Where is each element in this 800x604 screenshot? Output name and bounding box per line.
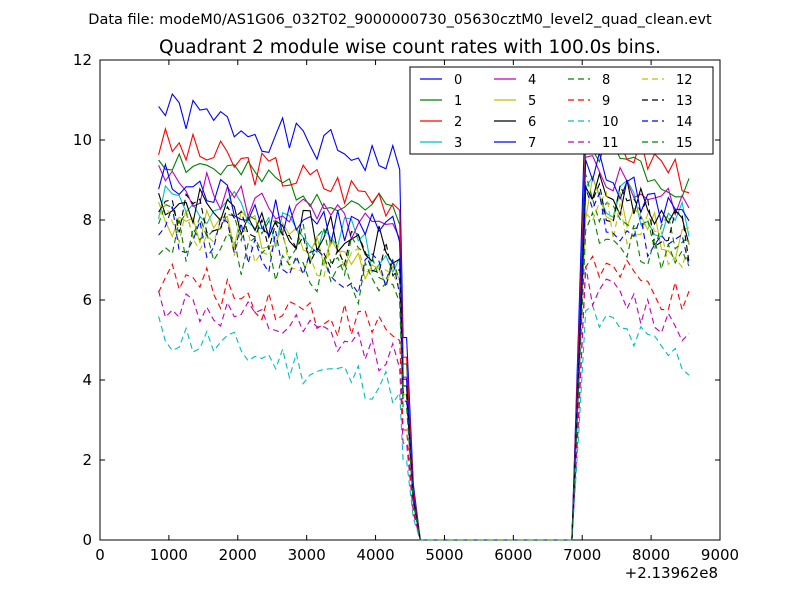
y-tick-label: 4 [82, 371, 92, 389]
series-line-15 [158, 210, 690, 541]
y-tick-label: 12 [73, 51, 92, 69]
x-offset-label: +2.13962e8 [625, 564, 718, 582]
legend-label-10: 10 [602, 115, 619, 130]
y-tick-label: 10 [73, 131, 92, 149]
legend-label-6: 6 [528, 115, 536, 130]
chart-title: Quadrant 2 module wise count rates with … [159, 37, 661, 58]
x-tick-label: 2000 [219, 546, 257, 564]
legend-label-11: 11 [602, 136, 619, 151]
legend-label-8: 8 [602, 73, 610, 88]
x-tick-label: 1000 [150, 546, 188, 564]
series-line-11 [158, 265, 690, 541]
legend-label-0: 0 [454, 73, 462, 88]
legend-label-3: 3 [454, 136, 462, 151]
x-tick-label: 7000 [563, 546, 601, 564]
x-tick-label: 0 [95, 546, 105, 564]
x-tick-label: 8000 [632, 546, 670, 564]
x-tick-label: 5000 [425, 546, 463, 564]
legend-label-1: 1 [454, 94, 462, 109]
series-line-9 [158, 255, 690, 541]
series-line-13 [158, 182, 690, 541]
legend-label-5: 5 [528, 94, 536, 109]
legend-box [409, 66, 714, 155]
legend-label-14: 14 [676, 115, 693, 130]
legend-label-9: 9 [602, 94, 610, 109]
legend-label-15: 15 [676, 136, 693, 151]
x-tick-label: 6000 [494, 546, 532, 564]
x-tick-label: 9000 [701, 546, 739, 564]
y-tick-label: 2 [82, 451, 92, 469]
y-tick-label: 0 [82, 531, 92, 549]
y-tick-label: 6 [82, 291, 92, 309]
legend-label-7: 7 [528, 136, 536, 151]
data-file-subtitle: Data file: modeM0/AS1G06_032T02_90000007… [88, 12, 712, 28]
x-tick-label: 4000 [356, 546, 394, 564]
legend-label-4: 4 [528, 73, 536, 88]
legend-label-12: 12 [676, 73, 693, 88]
ticks-layer: 0 1000 2000 3000 4000 5000 6000 7000 8000 9000 0 2 4… [73, 51, 739, 564]
y-tick-label: 8 [82, 211, 92, 229]
x-tick-label: 3000 [288, 546, 326, 564]
legend-label-13: 13 [676, 94, 693, 109]
legend-label-2: 2 [454, 115, 462, 130]
